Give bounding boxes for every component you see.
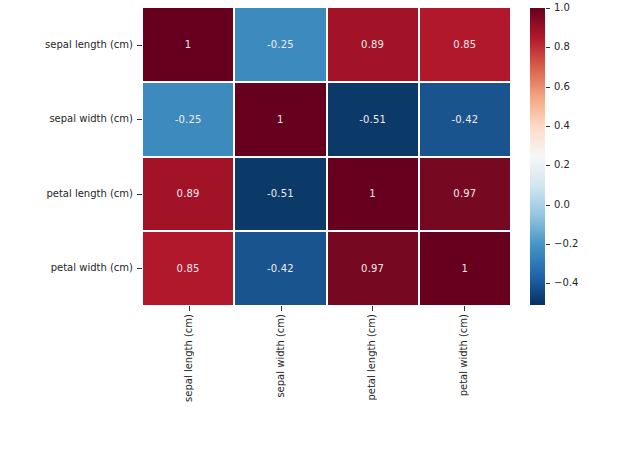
heatmap-cell: -0.51 — [328, 83, 418, 156]
y-tick-mark — [137, 194, 142, 195]
correlation-heatmap-figure: 1-0.250.890.85-0.251-0.51-0.420.89-0.511… — [0, 0, 622, 472]
heatmap-cell: -0.51 — [235, 158, 325, 231]
y-tick-label: sepal width (cm) — [0, 112, 133, 126]
heatmap-cell: 1 — [420, 232, 510, 305]
heatmap-cell: -0.42 — [420, 83, 510, 156]
colorbar-tick-mark — [546, 87, 550, 88]
x-tick-label: sepal length (cm) — [182, 314, 196, 402]
y-tick-label: petal width (cm) — [0, 261, 133, 275]
x-tick-mark — [281, 306, 282, 311]
heatmap-cell: -0.25 — [235, 8, 325, 81]
heatmap-cell: 0.85 — [143, 232, 233, 305]
x-tick-label: petal length (cm) — [365, 314, 379, 401]
heatmap-cell: 0.97 — [328, 232, 418, 305]
colorbar-tick-label: 1.0 — [554, 1, 570, 15]
colorbar-tick-label: 0.4 — [554, 119, 570, 133]
x-tick-mark — [372, 306, 373, 311]
heatmap-cell: -0.42 — [235, 232, 325, 305]
heatmap-cell: -0.25 — [143, 83, 233, 156]
colorbar-tick-mark — [546, 244, 550, 245]
colorbar — [530, 8, 545, 305]
colorbar-tick-mark — [546, 8, 550, 9]
heatmap-cell: 1 — [235, 83, 325, 156]
heatmap-cell: 0.97 — [420, 158, 510, 231]
colorbar-tick-label: −0.2 — [554, 237, 578, 251]
colorbar-tick-mark — [546, 165, 550, 166]
heatmap-grid: 1-0.250.890.85-0.251-0.51-0.420.89-0.511… — [143, 8, 510, 305]
x-tick-mark — [464, 306, 465, 311]
colorbar-tick-mark — [546, 47, 550, 48]
colorbar-tick-label: 0.2 — [554, 158, 570, 172]
heatmap-cell: 1 — [328, 158, 418, 231]
colorbar-tick-label: 0.0 — [554, 198, 570, 212]
colorbar-tick-label: 0.8 — [554, 40, 570, 54]
x-tick-label: petal width (cm) — [457, 314, 471, 396]
y-tick-mark — [137, 45, 142, 46]
heatmap-cell: 0.85 — [420, 8, 510, 81]
y-tick-mark — [137, 119, 142, 120]
y-tick-mark — [137, 268, 142, 269]
colorbar-tick-mark — [546, 283, 550, 284]
heatmap-cell: 1 — [143, 8, 233, 81]
x-tick-mark — [189, 306, 190, 311]
colorbar-tick-mark — [546, 205, 550, 206]
heatmap-cell: 0.89 — [328, 8, 418, 81]
x-tick-label: sepal width (cm) — [274, 314, 288, 398]
y-tick-label: petal length (cm) — [0, 187, 133, 201]
colorbar-tick-mark — [546, 126, 550, 127]
y-tick-label: sepal length (cm) — [0, 38, 133, 52]
colorbar-tick-label: −0.4 — [554, 276, 578, 290]
heatmap-cell: 0.89 — [143, 158, 233, 231]
colorbar-tick-label: 0.6 — [554, 80, 570, 94]
